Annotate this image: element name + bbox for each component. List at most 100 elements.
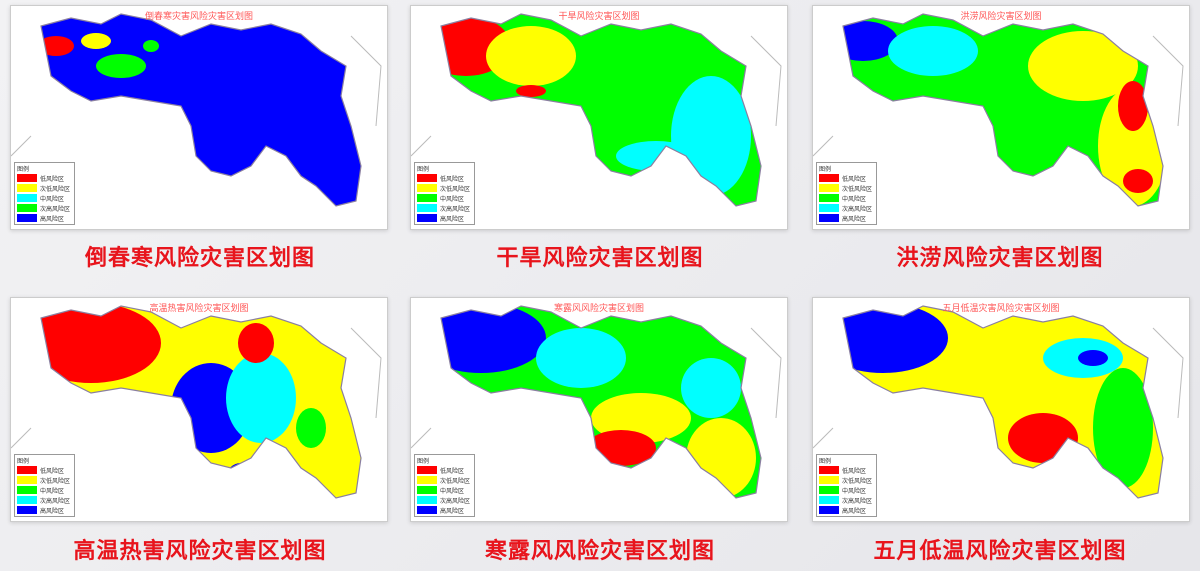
legend-swatch <box>819 506 839 514</box>
legend-label: 低风险区 <box>440 467 465 475</box>
map-title: 五月低温灾害风险灾害区划图 <box>942 304 1060 314</box>
map-legend: 图例 低风险区 次低风险区 中风险区 次高风险区 高风险区 <box>414 162 475 225</box>
legend-swatch <box>819 466 839 474</box>
map-legend: 图例 低风险区 次低风险区 中风险区 次高风险区 高风险区 <box>14 162 75 225</box>
legend-label: 低风险区 <box>40 175 65 183</box>
legend-item: 低风险区 <box>17 465 72 475</box>
boundary-line <box>411 327 782 449</box>
legend-item: 高风险区 <box>819 213 874 223</box>
legend-item: 次高风险区 <box>417 203 472 213</box>
legend-label: 中风险区 <box>40 487 65 495</box>
risk-zone <box>1078 350 1108 366</box>
legend-label: 中风险区 <box>40 195 65 203</box>
legend-title: 图例 <box>17 166 30 173</box>
legend-item: 次高风险区 <box>819 203 874 213</box>
legend-label: 低风险区 <box>40 467 65 475</box>
legend-item: 高风险区 <box>417 505 472 515</box>
legend-swatch <box>417 194 437 202</box>
legend-item: 中风险区 <box>819 485 874 495</box>
risk-zone <box>81 33 111 49</box>
legend-label: 次低风险区 <box>440 477 471 485</box>
legend-swatch <box>17 506 37 514</box>
region-outline <box>842 13 1164 207</box>
legend-swatch <box>819 204 839 212</box>
map-legend: 图例 低风险区 次低风险区 中风险区 次高风险区 高风险区 <box>414 454 475 517</box>
legend-label: 高风险区 <box>842 507 867 515</box>
legend-label: 次高风险区 <box>440 497 471 505</box>
legend-label: 次低风险区 <box>40 185 71 193</box>
risk-zone <box>238 323 274 363</box>
map-caption: 寒露风风险灾害区划图 <box>484 539 715 564</box>
legend-label: 次低风险区 <box>842 477 873 485</box>
legend-item: 中风险区 <box>819 193 874 203</box>
legend-item: 中风险区 <box>417 193 472 203</box>
map-title: 倒春寒灾害风险灾害区划图 <box>144 12 253 22</box>
risk-zone <box>616 141 696 171</box>
risk-zone <box>226 353 296 443</box>
legend-swatch <box>17 466 37 474</box>
legend-item: 低风险区 <box>417 173 472 183</box>
legend-swatch <box>17 486 37 494</box>
map-caption: 洪涝风险灾害区划图 <box>896 246 1104 271</box>
risk-zone <box>681 358 741 418</box>
legend-label: 高风险区 <box>40 507 65 515</box>
legend-item: 高风险区 <box>819 505 874 515</box>
legend-swatch <box>819 496 839 504</box>
legend-swatch <box>417 506 437 514</box>
risk-zone <box>686 418 756 498</box>
legend-swatch <box>819 174 839 182</box>
risk-zone <box>536 328 626 388</box>
risk-map <box>411 13 782 207</box>
legend-swatch <box>417 496 437 504</box>
risk-map-panel: 干旱风险灾害区划图 图例 低风险区 次低风险区 中风险区 次高风险区 高风险区 <box>410 5 788 230</box>
risk-map <box>813 305 1184 499</box>
risk-map-panel: 五月低温灾害风险灾害区划图 图例 低风险区 次低风险区 中风险区 次高风险区 高风险区 <box>812 297 1190 522</box>
legend-item: 次高风险区 <box>417 495 472 505</box>
region-outline <box>440 305 762 499</box>
risk-zone <box>143 40 159 52</box>
legend-label: 低风险区 <box>842 467 867 475</box>
legend-swatch <box>17 174 37 182</box>
risk-zone <box>1118 81 1148 131</box>
legend-label: 中风险区 <box>440 195 465 203</box>
boundary-line <box>813 327 1184 449</box>
legend-item: 次高风险区 <box>17 495 72 505</box>
legend-swatch <box>417 466 437 474</box>
legend-label: 高风险区 <box>440 507 465 515</box>
legend-label: 次高风险区 <box>40 205 71 213</box>
legend-item: 低风险区 <box>17 173 72 183</box>
region-outline <box>40 13 362 207</box>
legend-item: 次低风险区 <box>819 183 874 193</box>
legend-item: 次低风险区 <box>17 475 72 485</box>
risk-zone <box>1028 31 1138 101</box>
risk-zone <box>843 21 898 61</box>
legend-swatch <box>17 214 37 222</box>
legend-swatch <box>819 194 839 202</box>
legend-item: 次低风险区 <box>819 475 874 485</box>
risk-zone <box>41 36 74 56</box>
risk-map-panel: 倒春寒灾害风险灾害区划图 图例 低风险区 次低风险区 中风险区 次高风险区 高风险区 <box>10 5 388 230</box>
risk-zone <box>1123 169 1153 193</box>
legend-label: 次高风险区 <box>842 205 873 213</box>
risk-map <box>411 305 782 499</box>
legend-swatch <box>17 496 37 504</box>
map-title: 干旱风险灾害区划图 <box>558 12 640 22</box>
legend-label: 次低风险区 <box>842 185 873 193</box>
risk-map-panel: 洪涝风险灾害区划图 图例 低风险区 次低风险区 中风险区 次高风险区 高风险区 <box>812 5 1190 230</box>
legend-item: 低风险区 <box>417 465 472 475</box>
legend-item: 低风险区 <box>819 465 874 475</box>
legend-swatch <box>417 476 437 484</box>
risk-map-panel: 高温热害风险灾害区划图 图例 低风险区 次低风险区 中风险区 次高风险区 高风险区 <box>10 297 388 522</box>
legend-label: 次高风险区 <box>440 205 471 213</box>
map-title: 寒露风风险灾害区划图 <box>553 304 644 314</box>
legend-label: 次高风险区 <box>842 497 873 505</box>
boundary-line <box>11 35 382 157</box>
legend-swatch <box>417 184 437 192</box>
map-legend: 图例 低风险区 次低风险区 中风险区 次高风险区 高风险区 <box>816 162 877 225</box>
legend-swatch <box>417 214 437 222</box>
boundary-line <box>411 35 782 157</box>
risk-map-panel: 寒露风风险灾害区划图 图例 低风险区 次低风险区 中风险区 次高风险区 高风险区 <box>410 297 788 522</box>
region-outline <box>40 305 362 499</box>
map-title: 洪涝风险灾害区划图 <box>960 12 1042 22</box>
risk-map <box>11 305 382 499</box>
